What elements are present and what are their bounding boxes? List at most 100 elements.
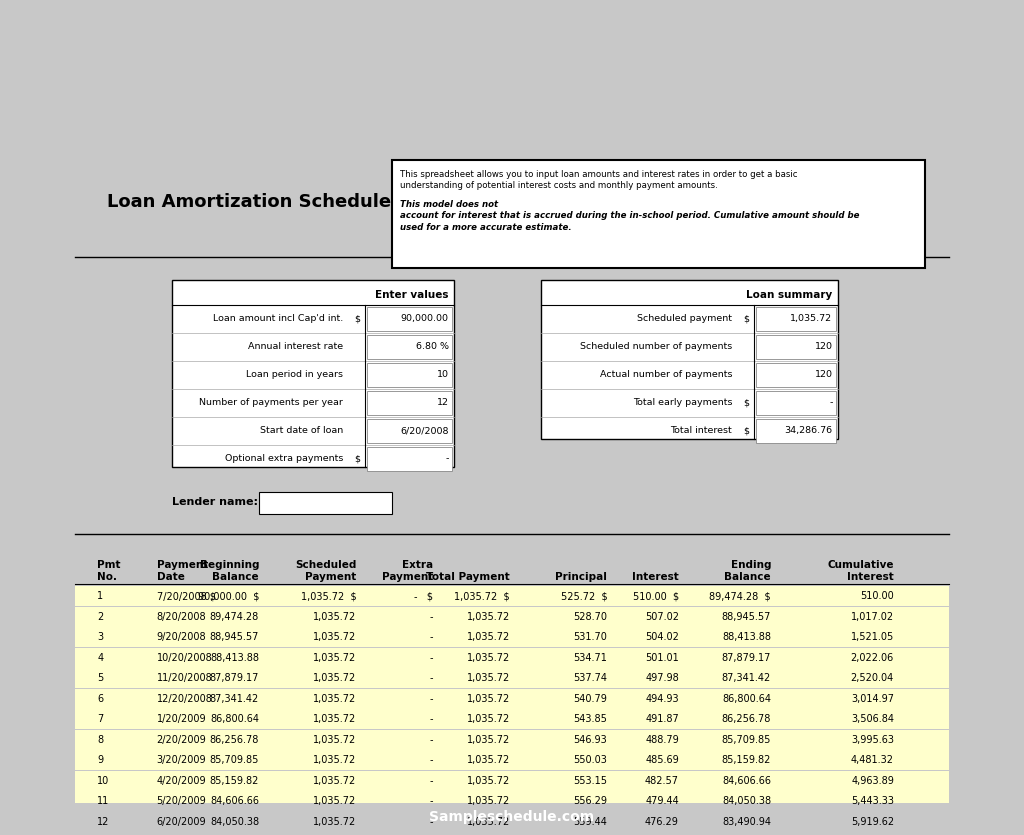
Text: Start date of loan: Start date of loan bbox=[260, 426, 343, 435]
Text: 1,035.72: 1,035.72 bbox=[467, 817, 510, 827]
Text: 540.79: 540.79 bbox=[573, 694, 607, 704]
Text: 482.57: 482.57 bbox=[645, 776, 679, 786]
Text: 559.44: 559.44 bbox=[573, 817, 607, 827]
Text: 488.79: 488.79 bbox=[645, 735, 679, 745]
Text: 1,035.72  $: 1,035.72 $ bbox=[455, 591, 510, 601]
Bar bbox=[756, 362, 836, 387]
Text: 84,050.38: 84,050.38 bbox=[722, 796, 771, 806]
Bar bbox=[756, 391, 836, 415]
Text: 88,413.88: 88,413.88 bbox=[210, 653, 259, 663]
Text: 4: 4 bbox=[97, 653, 103, 663]
Text: 537.74: 537.74 bbox=[573, 673, 607, 683]
Text: Enter values: Enter values bbox=[375, 290, 449, 300]
Text: -: - bbox=[829, 398, 833, 407]
Text: 9: 9 bbox=[97, 755, 103, 765]
Text: 86,256.78: 86,256.78 bbox=[722, 714, 771, 724]
Text: 5/20/2009: 5/20/2009 bbox=[157, 796, 207, 806]
Text: 85,159.82: 85,159.82 bbox=[210, 776, 259, 786]
Text: 1,035.72: 1,035.72 bbox=[467, 632, 510, 642]
Bar bbox=[75, 586, 949, 606]
Text: Cumulative: Cumulative bbox=[827, 560, 894, 570]
Text: 5,919.62: 5,919.62 bbox=[851, 817, 894, 827]
Text: 1,035.72: 1,035.72 bbox=[467, 653, 510, 663]
Text: 1,035.72: 1,035.72 bbox=[467, 776, 510, 786]
Text: Sampleschedule.com: Sampleschedule.com bbox=[429, 810, 595, 823]
Text: 534.71: 534.71 bbox=[573, 653, 607, 663]
Text: 7/20/2008 $: 7/20/2008 $ bbox=[157, 591, 216, 601]
Bar bbox=[75, 730, 949, 750]
Text: $: $ bbox=[354, 454, 360, 463]
Text: Number of payments per year: Number of payments per year bbox=[199, 398, 343, 407]
Text: 3/20/2009: 3/20/2009 bbox=[157, 755, 206, 765]
Text: 83,490.94: 83,490.94 bbox=[722, 817, 771, 827]
Bar bbox=[367, 391, 452, 415]
Text: 1,035.72  $: 1,035.72 $ bbox=[301, 591, 356, 601]
Bar bbox=[75, 607, 949, 627]
Text: -: - bbox=[430, 714, 433, 724]
Text: 4,963.89: 4,963.89 bbox=[851, 776, 894, 786]
Text: Scheduled: Scheduled bbox=[295, 560, 356, 570]
Bar bbox=[75, 669, 949, 688]
Text: 1,035.72: 1,035.72 bbox=[313, 653, 356, 663]
Text: 87,341.42: 87,341.42 bbox=[722, 673, 771, 683]
Text: 6/20/2009: 6/20/2009 bbox=[157, 817, 206, 827]
Text: 1,035.72: 1,035.72 bbox=[467, 673, 510, 683]
Bar bbox=[392, 159, 925, 267]
Text: 553.15: 553.15 bbox=[573, 776, 607, 786]
Text: 479.44: 479.44 bbox=[645, 796, 679, 806]
Text: This model does not
account for interest that is accrued during the in-school pe: This model does not account for interest… bbox=[400, 200, 860, 232]
Text: 497.98: 497.98 bbox=[645, 673, 679, 683]
Bar bbox=[367, 447, 452, 471]
Text: 3,506.84: 3,506.84 bbox=[851, 714, 894, 724]
Text: Loan amount incl Cap'd int.: Loan amount incl Cap'd int. bbox=[213, 314, 343, 323]
Text: -: - bbox=[430, 817, 433, 827]
Bar bbox=[541, 280, 838, 439]
Text: 1,035.72: 1,035.72 bbox=[467, 735, 510, 745]
Text: 1,035.72: 1,035.72 bbox=[467, 796, 510, 806]
Text: 543.85: 543.85 bbox=[573, 714, 607, 724]
Text: $: $ bbox=[743, 426, 750, 435]
Text: -: - bbox=[430, 612, 433, 622]
Text: 12: 12 bbox=[436, 398, 449, 407]
Bar bbox=[75, 751, 949, 771]
Text: 8/20/2008: 8/20/2008 bbox=[157, 612, 206, 622]
Text: 89,474.28  $: 89,474.28 $ bbox=[710, 591, 771, 601]
Text: Total early payments: Total early payments bbox=[633, 398, 732, 407]
Text: 84,050.38: 84,050.38 bbox=[210, 817, 259, 827]
Text: -: - bbox=[430, 776, 433, 786]
Text: 531.70: 531.70 bbox=[573, 632, 607, 642]
Text: 1,035.72: 1,035.72 bbox=[313, 632, 356, 642]
Text: Pmt: Pmt bbox=[97, 560, 121, 570]
Text: 510.00  $: 510.00 $ bbox=[633, 591, 679, 601]
Text: 85,709.85: 85,709.85 bbox=[722, 735, 771, 745]
Bar bbox=[367, 362, 452, 387]
Text: 1,035.72: 1,035.72 bbox=[313, 714, 356, 724]
Bar bbox=[75, 792, 949, 812]
Text: 1,035.72: 1,035.72 bbox=[313, 776, 356, 786]
Text: 2: 2 bbox=[97, 612, 103, 622]
Text: 89,474.28: 89,474.28 bbox=[210, 612, 259, 622]
Bar bbox=[75, 832, 949, 835]
Text: 7: 7 bbox=[97, 714, 103, 724]
Text: 85,159.82: 85,159.82 bbox=[722, 755, 771, 765]
Text: 11: 11 bbox=[97, 796, 110, 806]
Text: 1,035.72: 1,035.72 bbox=[313, 735, 356, 745]
Text: 1,035.72: 1,035.72 bbox=[313, 694, 356, 704]
Text: 556.29: 556.29 bbox=[573, 796, 607, 806]
Text: Ending: Ending bbox=[730, 560, 771, 570]
Bar bbox=[367, 335, 452, 359]
Text: 10: 10 bbox=[436, 370, 449, 379]
Bar bbox=[75, 771, 949, 791]
Text: 6/20/2008: 6/20/2008 bbox=[400, 426, 449, 435]
Bar bbox=[172, 280, 454, 467]
Text: 507.02: 507.02 bbox=[645, 612, 679, 622]
Text: 504.02: 504.02 bbox=[645, 632, 679, 642]
Text: 476.29: 476.29 bbox=[645, 817, 679, 827]
Text: 87,879.17: 87,879.17 bbox=[210, 673, 259, 683]
Text: 1: 1 bbox=[97, 591, 103, 601]
Bar bbox=[367, 306, 452, 331]
Text: Date: Date bbox=[157, 572, 184, 582]
Text: 3: 3 bbox=[97, 632, 103, 642]
Text: Scheduled payment: Scheduled payment bbox=[637, 314, 732, 323]
Text: 120: 120 bbox=[814, 342, 833, 352]
